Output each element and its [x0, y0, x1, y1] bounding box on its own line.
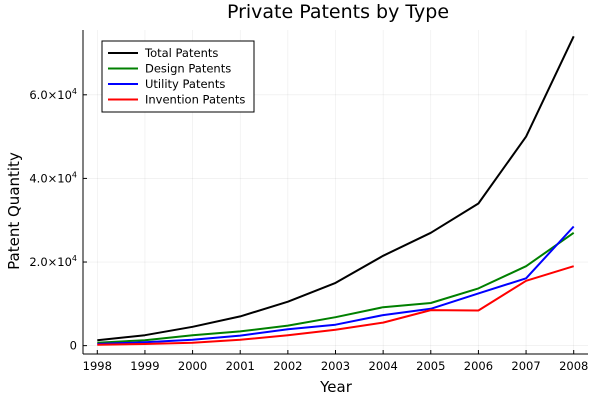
legend-label: Utility Patents	[145, 77, 225, 91]
x-axis-label: Year	[319, 378, 353, 396]
y-tick-label: 4.0×104	[29, 170, 77, 185]
series-lines	[97, 35, 575, 346]
x-tick-label: 2007	[511, 359, 540, 373]
x-tick-label: 2004	[369, 359, 398, 373]
x-tick-label: 2005	[416, 359, 445, 373]
y-tick-label: 0	[70, 339, 77, 353]
series-line	[97, 225, 575, 345]
x-tick-label: 2001	[226, 359, 255, 373]
axes: 1998 1999 2000 2001 2002 2003 2004 2005 2006 2007…	[29, 30, 588, 373]
series-line	[97, 265, 574, 346]
series-line	[97, 231, 575, 344]
x-tick-label: 1998	[83, 359, 112, 373]
legend-label: Invention Patents	[145, 93, 245, 107]
chart-title: Private Patents by Type	[227, 1, 449, 23]
y-tick-label: 2.0×104	[29, 254, 77, 269]
series-line	[97, 35, 575, 342]
x-tick-label: 1999	[130, 359, 159, 373]
legend-label: Total Patents	[144, 46, 218, 60]
grid-lines	[83, 30, 588, 354]
x-tick-label: 2006	[464, 359, 493, 373]
x-tick-label: 2003	[321, 359, 350, 373]
x-tick-label: 2002	[273, 359, 302, 373]
x-tick-label: 2000	[178, 359, 207, 373]
x-tick-label: 2008	[559, 359, 588, 373]
y-tick-label: 6.0×104	[29, 87, 77, 102]
legend-label: Design Patents	[145, 62, 231, 76]
y-axis-label: Patent Quantity	[5, 152, 23, 270]
